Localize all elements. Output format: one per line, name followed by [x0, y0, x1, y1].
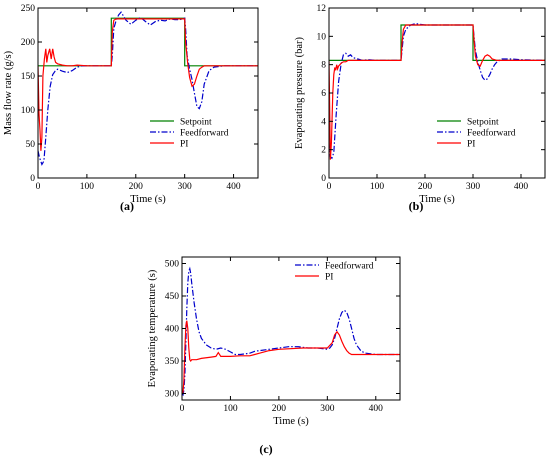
chart-panel-1: 0 100 200 300 400 0 2 4 6 8 10 12 Time (s) Evaporatin…: [294, 4, 546, 205]
y-axis-label: Evaporating temperature (s): [147, 269, 158, 387]
series-line-feedforward: [182, 266, 400, 397]
y-tick-label: 6: [321, 89, 326, 99]
series-line-feedforward: [38, 11, 258, 166]
y-tick-label: 50: [26, 140, 36, 150]
legend-label-feedforward: Feedforward: [325, 261, 374, 272]
y-tick-label: 4: [321, 117, 326, 127]
x-tick-label: 200: [129, 182, 144, 192]
legend-label-setpoint: Setpoint: [180, 118, 212, 128]
y-tick-label: 8: [321, 61, 326, 71]
y-axis-label: Evaporating pressure (bar): [294, 37, 305, 149]
x-axis-label: Time (s): [273, 416, 309, 427]
legend-label-pi: PI: [180, 140, 188, 150]
chart-panel-0: 0 100 200 300 400 0 50 100 150 200 250 Time (s) Mass…: [3, 4, 259, 205]
chart-panel-2: 0 100 200 300 400 300 350 400 450 500 Time (s) Evap…: [147, 256, 401, 427]
y-tick-label: 400: [165, 325, 180, 335]
x-axis-label: Time (s): [419, 194, 455, 205]
x-tick-label: 100: [223, 404, 238, 414]
panel-label-c: (c): [259, 442, 272, 456]
legend-label-feedforward: Feedforward: [467, 128, 516, 139]
x-tick-label: 400: [226, 182, 241, 192]
y-tick-label: 0: [30, 174, 35, 184]
panel-label-b: (b): [409, 199, 424, 213]
plot-frame: [328, 7, 546, 179]
y-axis-label: Mass flow rate (g/s): [3, 50, 14, 135]
x-tick-label: 100: [80, 182, 95, 192]
series-line-pi: [329, 24, 545, 160]
y-tick-label: 350: [165, 357, 180, 367]
y-tick-label: 300: [165, 390, 180, 400]
x-tick-label: 200: [418, 182, 433, 192]
y-tick-label: 150: [21, 72, 36, 82]
x-tick-label: 0: [36, 182, 41, 192]
legend-label-pi: PI: [325, 273, 333, 283]
y-tick-label: 250: [21, 4, 36, 14]
y-tick-label: 100: [21, 106, 36, 116]
legend-label-feedforward: Feedforward: [180, 128, 229, 139]
x-tick-label: 0: [180, 404, 185, 414]
legend-label-setpoint: Setpoint: [467, 118, 499, 128]
y-tick-label: 0: [321, 174, 326, 184]
plot-frame: [181, 256, 401, 401]
x-tick-label: 300: [320, 404, 335, 414]
y-tick-label: 10: [317, 32, 327, 42]
x-axis-label: Time (s): [130, 194, 166, 205]
x-tick-label: 300: [466, 182, 481, 192]
legend-label-pi: PI: [467, 140, 475, 150]
y-tick-label: 200: [21, 38, 36, 48]
y-tick-label: 2: [321, 146, 326, 156]
x-tick-label: 100: [370, 182, 385, 192]
y-tick-label: 12: [317, 4, 327, 14]
y-tick-label: 450: [165, 292, 180, 302]
series-line-pi: [38, 18, 258, 151]
x-tick-label: 300: [178, 182, 193, 192]
x-tick-label: 400: [514, 182, 529, 192]
series-line-setpoint: [38, 17, 258, 67]
x-tick-label: 200: [272, 404, 287, 414]
y-tick-label: 500: [165, 260, 180, 270]
plot-frame: [37, 7, 259, 179]
series-line-pi: [182, 320, 400, 394]
x-tick-label: 0: [327, 182, 332, 192]
panel-label-a: (a): [120, 199, 134, 213]
x-tick-label: 400: [369, 404, 384, 414]
series-line-setpoint: [329, 24, 545, 62]
